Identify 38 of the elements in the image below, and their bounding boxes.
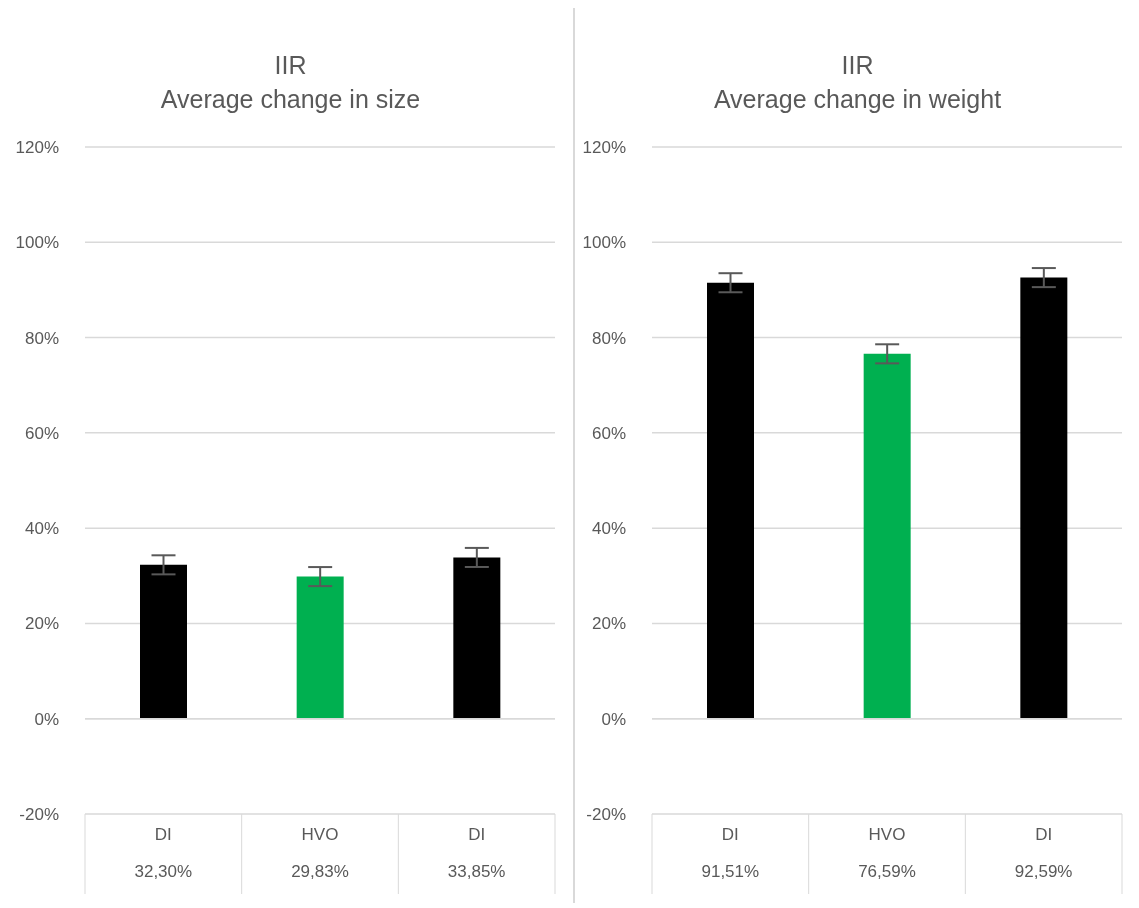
y-tick-label: 100% <box>15 233 59 253</box>
x-tick-label: DI <box>1035 825 1053 844</box>
chart-title: IIR <box>840 50 875 81</box>
bar <box>296 576 344 719</box>
y-tick-label: -20% <box>586 805 626 825</box>
bar <box>1020 277 1068 719</box>
y-tick-label: 100% <box>582 233 626 253</box>
x-tick-label: DI <box>721 825 739 844</box>
y-tick-label: 0% <box>601 709 626 729</box>
y-tick-label: 60% <box>24 423 59 443</box>
chart-title: IIR <box>273 50 308 81</box>
data-label: 91,51% <box>701 862 760 881</box>
bar <box>140 564 187 719</box>
y-tick-label: 80% <box>591 328 626 348</box>
y-tick-label: 120% <box>15 138 59 158</box>
data-label: 29,83% <box>291 862 349 881</box>
y-tick-label: 40% <box>591 519 626 539</box>
y-tick-label: 0% <box>34 709 59 729</box>
data-label: 32,30% <box>134 862 193 881</box>
data-label: 76,59% <box>858 862 916 881</box>
x-tick-label: DI <box>154 825 172 844</box>
bar <box>707 282 754 719</box>
data-label: 92,59% <box>1014 862 1073 881</box>
y-tick-label: 20% <box>24 614 59 634</box>
data-label: 33,85% <box>447 862 506 881</box>
y-tick-label: 20% <box>591 614 626 634</box>
y-tick-label: 120% <box>582 138 626 158</box>
y-tick-label: 40% <box>24 519 59 539</box>
x-tick-label: HVO <box>301 825 339 844</box>
bar <box>863 353 911 719</box>
chart-subtitle: Average change in size <box>159 84 422 115</box>
y-tick-label: 60% <box>591 423 626 443</box>
bar <box>453 557 501 719</box>
x-tick-label: DI <box>468 825 486 844</box>
y-tick-label: -20% <box>19 805 59 825</box>
x-tick-label: HVO <box>868 825 906 844</box>
y-tick-label: 80% <box>24 328 59 348</box>
chart-subtitle: Average change in weight <box>712 84 1003 115</box>
